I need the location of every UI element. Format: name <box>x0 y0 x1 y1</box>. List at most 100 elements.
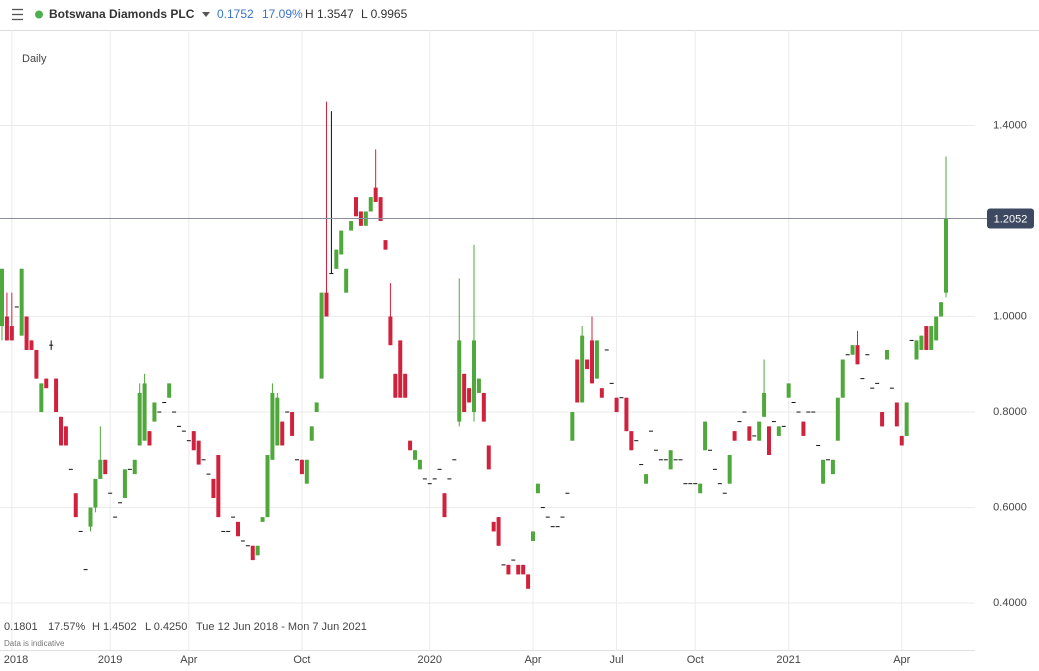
candle-body <box>476 378 481 393</box>
candle-body <box>472 340 476 413</box>
candle-body <box>899 435 904 446</box>
candle-body <box>132 459 137 475</box>
candle-body <box>885 349 889 360</box>
candle-body <box>835 397 840 441</box>
candle-body <box>624 397 629 432</box>
candle-body <box>152 402 157 422</box>
candle-body <box>393 373 398 398</box>
last-price-box <box>987 208 1034 229</box>
candle-body <box>250 545 255 561</box>
date-range: Tue 12 Jun 2018 - Mon 7 Jun 2021 <box>196 621 367 633</box>
candle-body <box>776 426 781 436</box>
candle-body <box>668 450 673 470</box>
candle-body <box>590 340 594 384</box>
candle-body <box>93 478 98 508</box>
candle-body <box>280 421 285 446</box>
change: 17.09% <box>262 7 303 21</box>
candle-body <box>339 230 344 255</box>
candle-body <box>349 221 354 231</box>
candle-body <box>403 373 408 398</box>
candle-body <box>270 392 275 460</box>
candle-body <box>0 268 4 327</box>
candle-body <box>324 292 329 317</box>
candle-body <box>73 493 78 518</box>
last-price-label: 1.2052 <box>994 213 1028 225</box>
candle-body <box>629 431 634 451</box>
x-tick-label: Apr <box>524 654 541 666</box>
candle-body <box>265 455 270 518</box>
price: 0.1752 <box>217 7 254 21</box>
x-tick-label: Apr <box>893 654 910 666</box>
y-tick-label: 0.8000 <box>993 406 1027 418</box>
candle-body <box>880 412 885 427</box>
toolbar: Botswana Diamonds PLC 0.1752 17.09% H 1.… <box>0 7 1039 31</box>
high: H 1.3547 <box>305 7 354 21</box>
candle-body <box>531 531 535 541</box>
x-tick-label: Oct <box>687 654 704 666</box>
candle-body <box>526 574 531 589</box>
low: L 0.9965 <box>361 7 408 21</box>
candle-body <box>467 388 472 403</box>
candle-body <box>614 397 619 413</box>
candle-body <box>535 483 540 494</box>
candle-body <box>929 326 934 350</box>
candle-body <box>481 392 486 422</box>
candle-body <box>417 459 422 470</box>
candle-body <box>486 445 491 470</box>
y-tick-label: 1.4000 <box>993 119 1027 131</box>
menu-icon[interactable] <box>12 8 23 21</box>
candle-body <box>59 416 63 446</box>
x-tick-label: 2018 <box>4 654 28 666</box>
candle-body <box>34 349 39 379</box>
candle-body <box>914 340 919 360</box>
candle-body <box>344 268 349 293</box>
candle-body <box>924 326 929 350</box>
dropdown-caret[interactable] <box>202 12 210 17</box>
y-tick-label: 0.6000 <box>993 501 1027 513</box>
candle-body <box>142 383 147 441</box>
candle-body <box>442 493 447 518</box>
instrument-name[interactable]: Botswana Diamonds PLC <box>49 7 195 21</box>
candle-body <box>496 517 501 546</box>
candle-body <box>29 340 34 350</box>
candle-body <box>413 450 417 460</box>
candle-body <box>521 564 526 575</box>
candle-body <box>830 459 835 475</box>
candle-body <box>260 517 265 522</box>
candle-body <box>334 249 339 269</box>
candle-body <box>747 426 752 441</box>
status-dot <box>35 10 43 19</box>
x-tick-label: 2020 <box>418 654 442 666</box>
candle-body <box>290 412 295 436</box>
candle-body <box>103 459 108 475</box>
candle-body <box>894 402 899 427</box>
candle-body <box>855 345 860 365</box>
x-tick-label: 2019 <box>98 654 122 666</box>
x-tick-label: Apr <box>180 654 197 666</box>
candle-body <box>88 507 93 527</box>
x-tick-label: Jul <box>610 654 624 666</box>
candle-body <box>4 316 9 341</box>
candle-body <box>516 564 521 575</box>
candle-body <box>491 521 496 532</box>
y-tick-label: 1.0000 <box>993 310 1027 322</box>
candle-body <box>196 440 201 465</box>
candle-body <box>383 240 388 250</box>
candle-body <box>236 521 240 537</box>
candle-body <box>732 431 737 441</box>
candle-body <box>137 392 142 446</box>
candle-body <box>378 197 383 222</box>
candle-body <box>757 421 762 441</box>
disclaimer: Data is indicative <box>4 639 65 648</box>
interval: Daily <box>22 53 47 65</box>
candle-body <box>44 378 49 389</box>
footer-low: L 0.4250 <box>145 621 187 633</box>
footer-change: 17.57% <box>48 621 86 633</box>
candle-body <box>388 316 393 346</box>
candle-body <box>801 421 806 436</box>
candle-body <box>944 218 948 293</box>
candle-body <box>354 197 358 217</box>
candle-body <box>19 268 24 336</box>
candle-body <box>314 402 319 413</box>
